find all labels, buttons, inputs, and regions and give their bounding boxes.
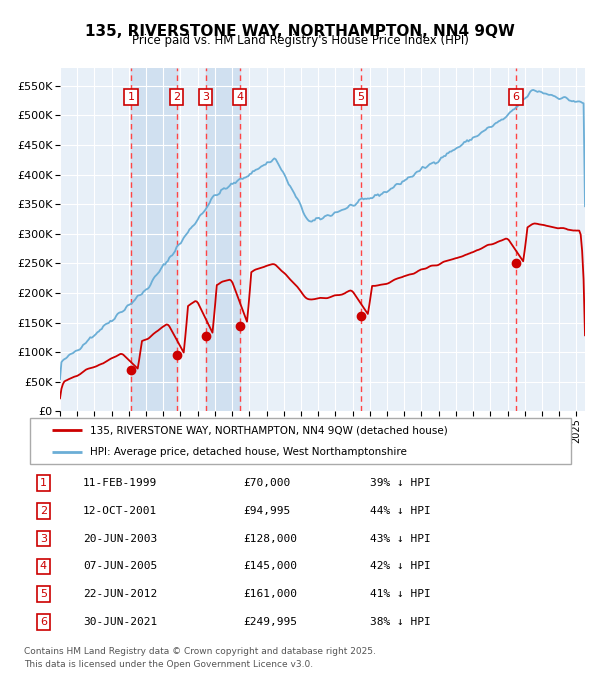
Text: £161,000: £161,000 xyxy=(244,589,298,599)
Text: 6: 6 xyxy=(40,617,47,627)
Text: 135, RIVERSTONE WAY, NORTHAMPTON, NN4 9QW: 135, RIVERSTONE WAY, NORTHAMPTON, NN4 9Q… xyxy=(85,24,515,39)
FancyBboxPatch shape xyxy=(30,418,571,464)
Text: £145,000: £145,000 xyxy=(244,562,298,571)
Text: Price paid vs. HM Land Registry's House Price Index (HPI): Price paid vs. HM Land Registry's House … xyxy=(131,34,469,47)
Text: 22-JUN-2012: 22-JUN-2012 xyxy=(83,589,157,599)
Text: 1: 1 xyxy=(40,478,47,488)
Text: 2: 2 xyxy=(40,506,47,516)
Text: £128,000: £128,000 xyxy=(244,534,298,543)
Text: 43% ↓ HPI: 43% ↓ HPI xyxy=(371,534,431,543)
Text: £70,000: £70,000 xyxy=(244,478,291,488)
Text: 4: 4 xyxy=(40,562,47,571)
Text: 5: 5 xyxy=(357,92,364,102)
Text: 4: 4 xyxy=(236,92,243,102)
Text: 5: 5 xyxy=(40,589,47,599)
Text: 1: 1 xyxy=(127,92,134,102)
Text: 2: 2 xyxy=(173,92,180,102)
Text: 135, RIVERSTONE WAY, NORTHAMPTON, NN4 9QW (detached house): 135, RIVERSTONE WAY, NORTHAMPTON, NN4 9Q… xyxy=(90,426,448,436)
Text: 20-JUN-2003: 20-JUN-2003 xyxy=(83,534,157,543)
Text: 12-OCT-2001: 12-OCT-2001 xyxy=(83,506,157,516)
Bar xyxy=(131,68,177,411)
Text: 44% ↓ HPI: 44% ↓ HPI xyxy=(371,506,431,516)
Text: 6: 6 xyxy=(512,92,520,102)
Text: 30-JUN-2021: 30-JUN-2021 xyxy=(83,617,157,627)
Text: 07-JUN-2005: 07-JUN-2005 xyxy=(83,562,157,571)
Text: 11-FEB-1999: 11-FEB-1999 xyxy=(83,478,157,488)
Text: Contains HM Land Registry data © Crown copyright and database right 2025.: Contains HM Land Registry data © Crown c… xyxy=(24,647,376,656)
Text: £94,995: £94,995 xyxy=(244,506,291,516)
Text: 39% ↓ HPI: 39% ↓ HPI xyxy=(371,478,431,488)
Text: This data is licensed under the Open Government Licence v3.0.: This data is licensed under the Open Gov… xyxy=(24,660,313,668)
Text: HPI: Average price, detached house, West Northamptonshire: HPI: Average price, detached house, West… xyxy=(90,447,407,458)
Text: 41% ↓ HPI: 41% ↓ HPI xyxy=(371,589,431,599)
Text: 3: 3 xyxy=(202,92,209,102)
Text: 42% ↓ HPI: 42% ↓ HPI xyxy=(371,562,431,571)
Bar xyxy=(206,68,239,411)
Text: 38% ↓ HPI: 38% ↓ HPI xyxy=(371,617,431,627)
Text: 3: 3 xyxy=(40,534,47,543)
Text: £249,995: £249,995 xyxy=(244,617,298,627)
